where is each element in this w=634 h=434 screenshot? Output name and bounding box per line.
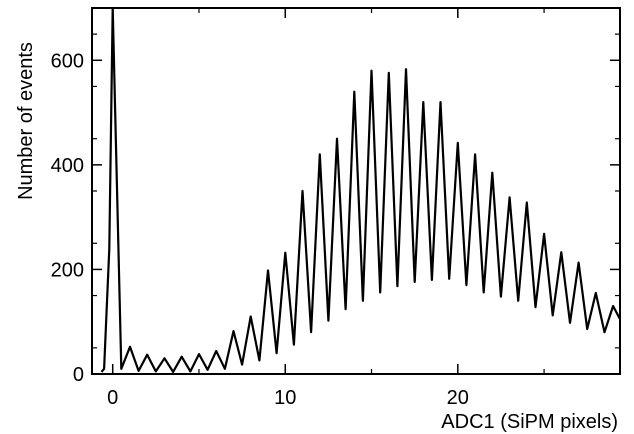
x-axis-label: ADC1 (SiPM pixels) [441,411,618,433]
y-axis-label: Number of events [15,42,37,200]
x-tick-label: 0 [107,387,118,409]
y-tick-label: 200 [51,259,84,281]
y-axis-ticks: 0 200 400 600 [51,33,620,386]
y-tick-label: 400 [51,155,84,177]
event-count-series-line [100,6,621,373]
y-tick-label: 0 [73,364,84,386]
x-tick-label: 20 [447,387,469,409]
y-tick-label: 600 [51,50,84,72]
x-tick-label: 10 [274,387,296,409]
plot-frame [91,7,621,375]
x-axis-ticks: 0 10 20 [107,8,545,409]
